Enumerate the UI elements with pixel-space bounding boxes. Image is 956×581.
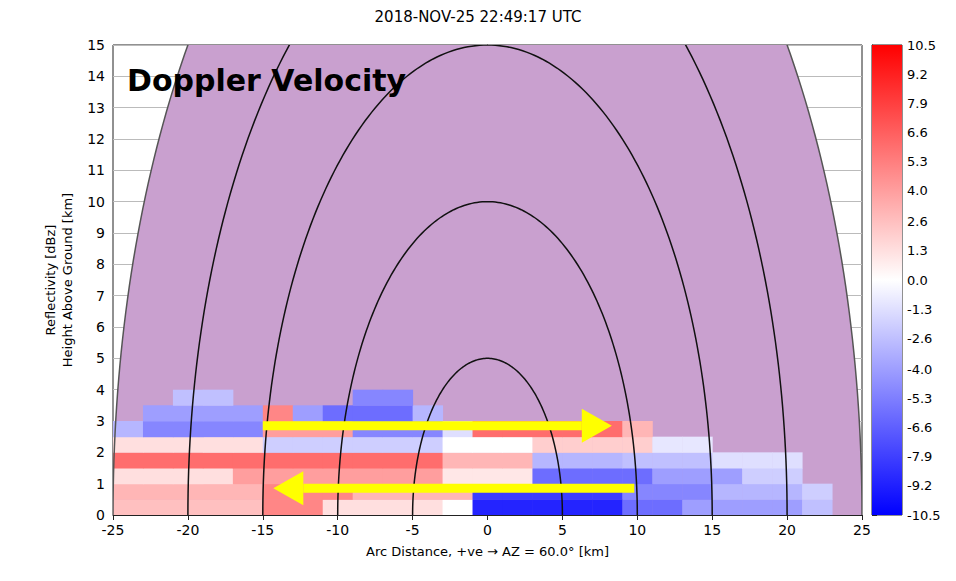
svg-text:-9.2: -9.2 bbox=[907, 478, 932, 493]
svg-text:0: 0 bbox=[96, 507, 105, 523]
svg-text:11: 11 bbox=[87, 162, 105, 178]
svg-text:12: 12 bbox=[87, 131, 105, 147]
svg-text:25: 25 bbox=[853, 522, 871, 538]
svg-text:10.5: 10.5 bbox=[907, 38, 936, 53]
svg-text:4: 4 bbox=[96, 382, 105, 398]
svg-text:-2.6: -2.6 bbox=[907, 331, 932, 346]
svg-text:5.3: 5.3 bbox=[907, 154, 928, 169]
svg-text:5: 5 bbox=[96, 350, 105, 366]
svg-text:Arc Distance, +ve → AZ = 60.0°: Arc Distance, +ve → AZ = 60.0° [km] bbox=[366, 544, 609, 559]
svg-text:10: 10 bbox=[87, 194, 105, 210]
svg-text:2018-NOV-25 22:49:17 UTC: 2018-NOV-25 22:49:17 UTC bbox=[375, 8, 582, 26]
svg-text:Doppler Velocity: Doppler Velocity bbox=[127, 63, 407, 98]
svg-text:2.6: 2.6 bbox=[907, 214, 928, 229]
svg-text:7.9: 7.9 bbox=[907, 96, 928, 111]
svg-text:0.0: 0.0 bbox=[907, 273, 928, 288]
svg-text:-7.9: -7.9 bbox=[907, 449, 932, 464]
svg-text:6: 6 bbox=[96, 319, 105, 335]
svg-text:-4.0: -4.0 bbox=[907, 362, 932, 377]
svg-text:9.2: 9.2 bbox=[907, 67, 928, 82]
svg-text:0: 0 bbox=[483, 522, 492, 538]
svg-text:5: 5 bbox=[558, 522, 567, 538]
svg-text:15: 15 bbox=[87, 37, 105, 53]
svg-text:14: 14 bbox=[87, 68, 105, 84]
svg-text:20: 20 bbox=[778, 522, 796, 538]
svg-text:Height Above Ground [km]: Height Above Ground [km] bbox=[60, 193, 75, 367]
svg-text:-1.3: -1.3 bbox=[907, 302, 932, 317]
svg-text:8: 8 bbox=[96, 256, 105, 272]
svg-text:-10.5: -10.5 bbox=[907, 508, 941, 523]
svg-text:-10: -10 bbox=[326, 522, 349, 538]
svg-text:10: 10 bbox=[628, 522, 646, 538]
svg-text:15: 15 bbox=[703, 522, 721, 538]
svg-text:2: 2 bbox=[96, 444, 105, 460]
svg-text:-15: -15 bbox=[251, 522, 274, 538]
svg-text:13: 13 bbox=[87, 100, 105, 116]
svg-text:-20: -20 bbox=[176, 522, 199, 538]
svg-text:9: 9 bbox=[96, 225, 105, 241]
svg-text:-5.3: -5.3 bbox=[907, 391, 932, 406]
svg-text:1.3: 1.3 bbox=[907, 243, 928, 258]
svg-text:Reflectivity [dBz]: Reflectivity [dBz] bbox=[43, 225, 58, 336]
svg-text:7: 7 bbox=[96, 288, 105, 304]
svg-text:6.6: 6.6 bbox=[907, 125, 928, 140]
svg-text:-6.6: -6.6 bbox=[907, 420, 932, 435]
svg-text:1: 1 bbox=[96, 476, 105, 492]
svg-text:3: 3 bbox=[96, 413, 105, 429]
svg-text:-25: -25 bbox=[102, 522, 125, 538]
svg-text:-5: -5 bbox=[406, 522, 420, 538]
svg-text:4.0: 4.0 bbox=[907, 183, 928, 198]
